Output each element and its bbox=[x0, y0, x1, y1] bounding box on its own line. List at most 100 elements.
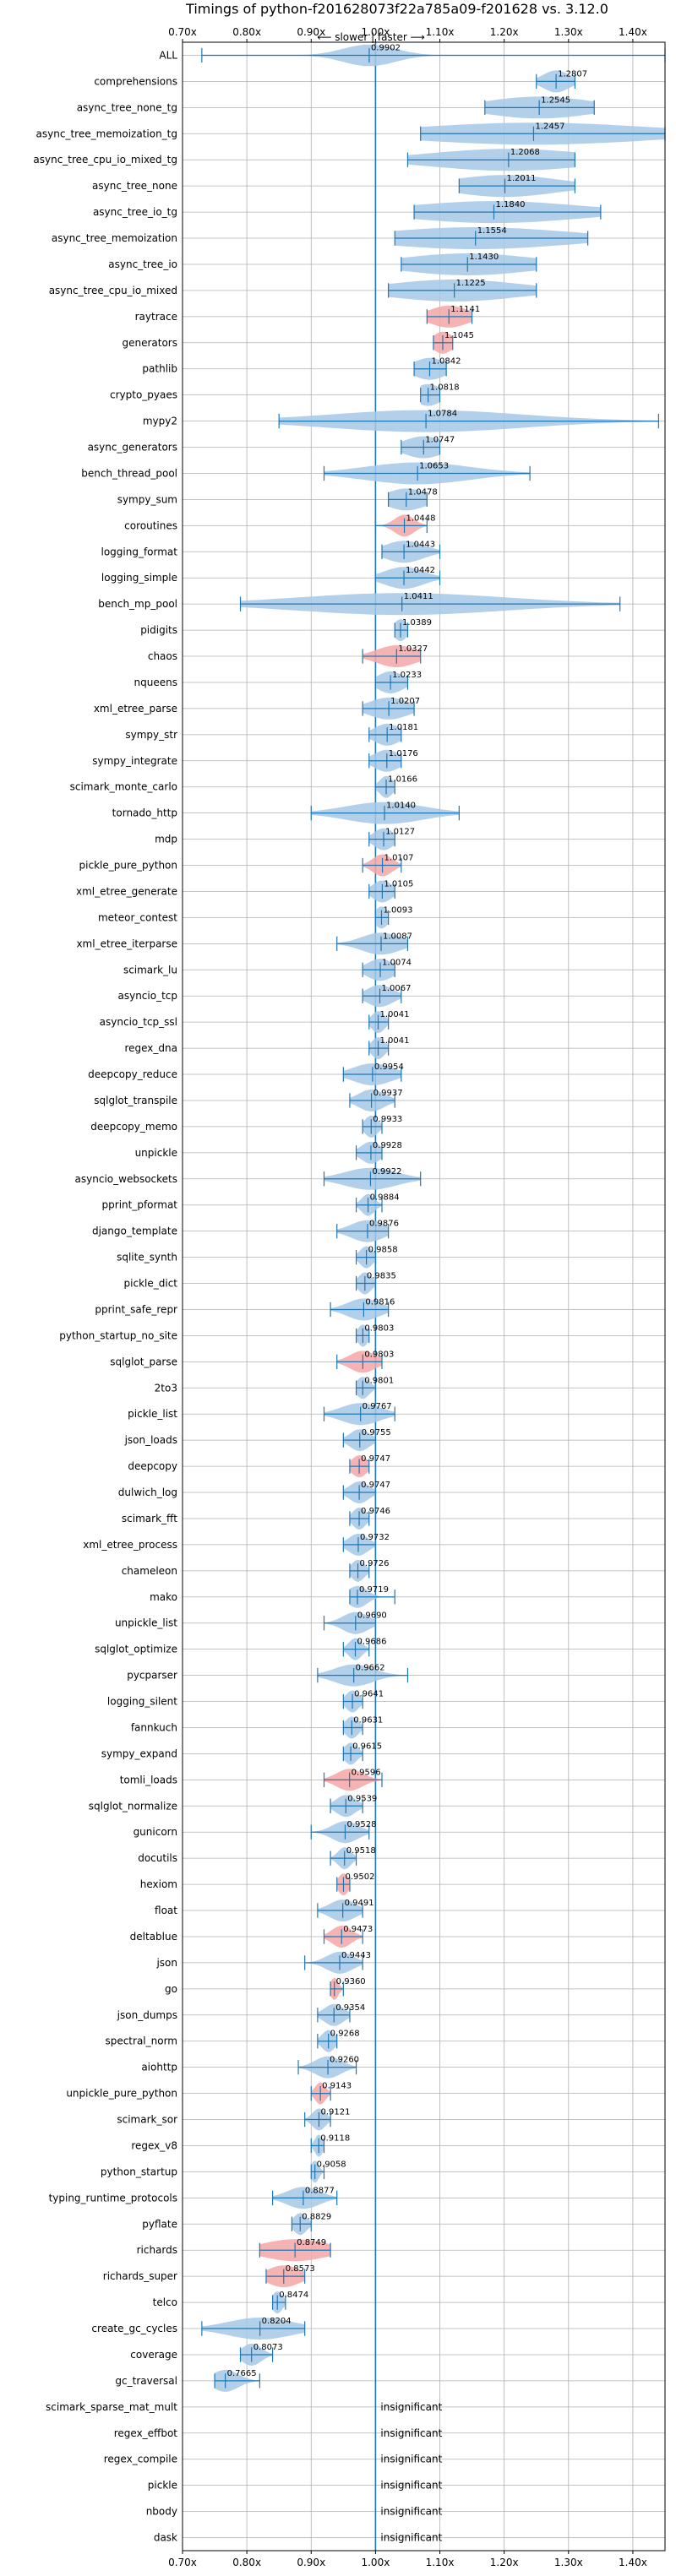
value-label: 0.9902 bbox=[371, 43, 401, 52]
value-label: 1.0443 bbox=[406, 540, 435, 549]
benchmark-name: gunicorn bbox=[134, 1826, 177, 1838]
benchmark-name: sympy_str bbox=[125, 729, 177, 741]
value-label: 0.9835 bbox=[367, 1272, 396, 1281]
benchmark-row: create_gc_cycles 0.8204 bbox=[91, 2317, 306, 2340]
benchmark-row: json 0.9443 bbox=[155, 1951, 371, 1974]
benchmark-row: comprehensions 1.2807 bbox=[94, 69, 587, 93]
value-label: 1.1225 bbox=[456, 279, 486, 288]
benchmark-name: scimark_fft bbox=[122, 1513, 177, 1524]
benchmark-row: async_tree_none_tg 1.2545 bbox=[77, 95, 595, 119]
benchmark-name: deepcopy_reduce bbox=[88, 1068, 177, 1080]
insignificant-label: insignificant bbox=[380, 2454, 442, 2465]
benchmark-name: 2to3 bbox=[155, 1382, 177, 1394]
value-label: 0.9690 bbox=[357, 1611, 387, 1621]
benchmark-row: sqlglot_normalize 0.9539 bbox=[89, 1794, 377, 1818]
value-label: 0.9767 bbox=[363, 1402, 392, 1411]
benchmark-name: generators bbox=[122, 337, 177, 349]
benchmark-row: telco 0.8474 bbox=[153, 2291, 308, 2314]
benchmark-name: sqlglot_optimize bbox=[95, 1644, 177, 1655]
benchmark-row: tornado_http 1.0140 bbox=[112, 802, 460, 824]
benchmark-name: xml_etree_parse bbox=[94, 703, 177, 715]
benchmark-name: pprint_pformat bbox=[102, 1199, 178, 1211]
benchmark-row: richards_super 0.8573 bbox=[103, 2264, 315, 2288]
benchmark-row: json_loads 0.9755 bbox=[124, 1428, 391, 1452]
value-label: 1.2068 bbox=[510, 148, 540, 157]
value-label: 1.1045 bbox=[444, 331, 474, 340]
benchmark-name: pidigits bbox=[140, 624, 177, 636]
value-label: 1.0207 bbox=[390, 697, 420, 706]
benchmark-row: nqueens 1.0233 bbox=[134, 671, 422, 693]
x-tick-label-top: 1.00x bbox=[361, 26, 390, 38]
benchmark-row: deltablue 0.9473 bbox=[130, 1925, 373, 1948]
benchmark-row: spectral_norm 0.9268 bbox=[105, 2030, 360, 2052]
benchmark-row: xml_etree_iterparse 1.0087 bbox=[76, 932, 412, 955]
benchmark-name: json bbox=[155, 1957, 177, 1969]
insignificant-label: insignificant bbox=[380, 2506, 442, 2518]
benchmark-rows: ALL 0.9902 comprehensions 1.2807 async_tree_… bbox=[33, 43, 666, 2544]
benchmark-row: gunicorn 0.9528 bbox=[134, 1820, 376, 1844]
benchmark-name: regex_compile bbox=[104, 2454, 177, 2465]
value-label: 1.0327 bbox=[398, 644, 428, 654]
benchmark-name: scimark_lu bbox=[123, 964, 177, 976]
value-label: 0.9732 bbox=[360, 1533, 390, 1542]
benchmark-name: spectral_norm bbox=[105, 2035, 177, 2047]
benchmark-row: deepcopy_memo 0.9933 bbox=[90, 1115, 402, 1138]
benchmark-name: deepcopy bbox=[128, 1460, 177, 1472]
benchmark-name: asyncio_websockets bbox=[75, 1173, 177, 1185]
benchmark-name: scimark_sor bbox=[117, 2114, 177, 2126]
benchmark-name: sqlite_synth bbox=[117, 1252, 177, 1264]
value-label: 0.9473 bbox=[343, 1925, 373, 1934]
value-label: 1.1554 bbox=[477, 226, 507, 236]
value-label: 1.0093 bbox=[383, 905, 412, 915]
value-label: 1.0041 bbox=[380, 1036, 410, 1046]
value-label: 1.0181 bbox=[389, 723, 418, 732]
x-tick-label-top: 0.90x bbox=[297, 26, 325, 38]
benchmark-row: sympy_expand 0.9615 bbox=[101, 1742, 382, 1765]
benchmark-name: async_tree_io_tg bbox=[93, 206, 177, 218]
value-label: 0.9641 bbox=[354, 1690, 384, 1699]
value-label: 0.8829 bbox=[302, 2212, 331, 2221]
benchmark-row: float 0.9491 bbox=[155, 1899, 374, 1921]
benchmark-name: async_tree_none bbox=[92, 180, 177, 192]
benchmark-row: sqlglot_parse 0.9803 bbox=[110, 1350, 394, 1373]
benchmark-row: pyflate 0.8829 bbox=[142, 2212, 331, 2236]
benchmark-row: gc_traversal 0.7665 bbox=[115, 2369, 260, 2392]
value-label: 1.0747 bbox=[425, 436, 455, 445]
value-label: 1.0442 bbox=[406, 566, 435, 575]
benchmark-row: sympy_str 1.0181 bbox=[125, 723, 418, 746]
benchmark-name: async_tree_cpu_io_mixed_tg bbox=[33, 154, 177, 166]
value-label: 0.9928 bbox=[373, 1141, 402, 1150]
benchmark-row: pickle_pure_python 1.0107 bbox=[79, 854, 414, 877]
benchmark-row: logging_format 1.0443 bbox=[101, 540, 441, 563]
value-label: 0.9443 bbox=[341, 1951, 371, 1960]
benchmark-name: meteor_contest bbox=[98, 911, 177, 923]
value-label: 1.0067 bbox=[382, 984, 412, 993]
benchmark-row: regex_compile insignificant bbox=[104, 2454, 443, 2465]
benchmark-row: regex_v8 0.9118 bbox=[131, 2133, 350, 2157]
benchmark-name: raytrace bbox=[135, 311, 177, 323]
benchmark-name: xml_etree_process bbox=[83, 1539, 177, 1551]
benchmark-row: sqlite_synth 0.9858 bbox=[117, 1246, 398, 1269]
benchmark-name: async_tree_memoization_tg bbox=[36, 128, 177, 139]
benchmark-row: mdp 1.0127 bbox=[155, 828, 415, 851]
benchmark-row: sympy_sum 1.0478 bbox=[117, 487, 438, 511]
benchmark-name: pickle_dict bbox=[124, 1278, 178, 1290]
benchmark-row: meteor_contest 1.0093 bbox=[98, 905, 412, 929]
value-label: 1.1430 bbox=[469, 253, 499, 262]
x-tick-label-top: 1.10x bbox=[426, 26, 455, 38]
x-tick-label-top: 1.30x bbox=[554, 26, 583, 38]
value-label: 0.8573 bbox=[286, 2264, 315, 2274]
benchmark-row: regex_dna 1.0041 bbox=[124, 1036, 410, 1060]
benchmark-name: dulwich_log bbox=[118, 1486, 177, 1498]
benchmark-name: create_gc_cycles bbox=[91, 2323, 177, 2334]
benchmark-name: python_startup_no_site bbox=[59, 1329, 177, 1341]
x-tick-label-bottom: 1.00x bbox=[361, 2557, 390, 2568]
benchmark-row: pycparser 0.9662 bbox=[127, 1664, 409, 1687]
benchmark-row: pathlib 1.0842 bbox=[142, 357, 461, 380]
benchmark-name: async_tree_none_tg bbox=[77, 101, 177, 113]
value-label: 1.0818 bbox=[430, 383, 460, 393]
benchmark-name: xml_etree_iterparse bbox=[76, 937, 177, 949]
benchmark-name: typing_runtime_protocols bbox=[49, 2192, 177, 2204]
benchmark-name: logging_silent bbox=[107, 1696, 177, 1708]
